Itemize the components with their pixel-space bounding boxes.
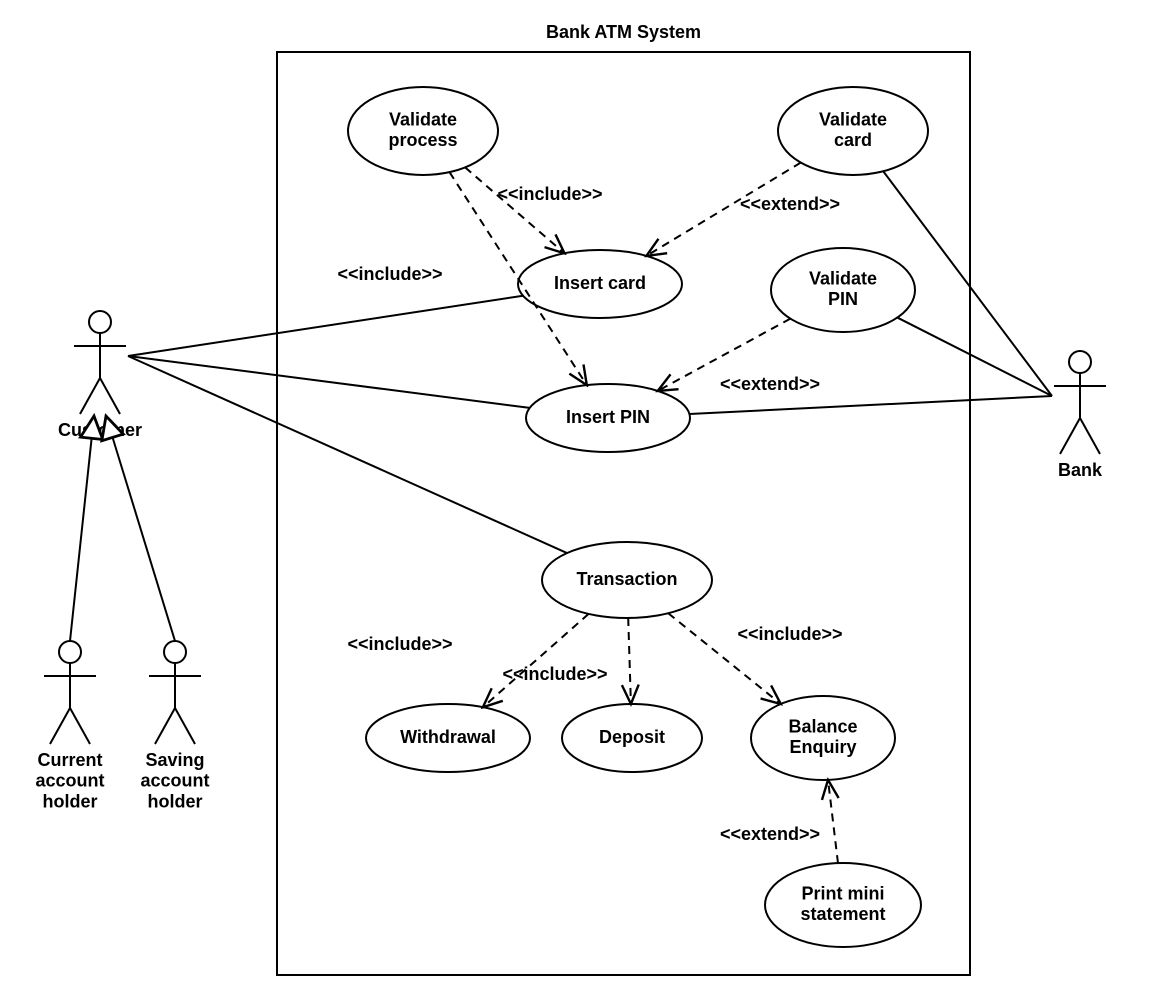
edge-label-vc-ic: <<extend>> [740, 194, 840, 214]
usecase-label-validate_process: Validateprocess [388, 109, 457, 150]
actor-label-bank: Bank [1058, 460, 1103, 480]
actor-label-saving: holder [147, 791, 202, 811]
edge-label-tr-w: <<include>> [347, 634, 452, 654]
edge-label-tr-b: <<include>> [737, 624, 842, 644]
edge-label-vpin-ip: <<extend>> [720, 374, 820, 394]
svg-text:statement: statement [800, 904, 885, 924]
svg-text:Validate: Validate [389, 109, 457, 129]
usecase-label-transaction: Transaction [576, 569, 677, 589]
svg-text:Transaction: Transaction [576, 569, 677, 589]
usecase-label-print_mini: Print ministatement [800, 883, 885, 924]
svg-text:Validate: Validate [819, 109, 887, 129]
svg-text:Print mini: Print mini [801, 883, 884, 903]
actor-label-customer: Customer [58, 420, 142, 440]
actor-label-current: Current [37, 750, 102, 770]
svg-text:Balance: Balance [788, 716, 857, 736]
edge-label-pm-b: <<extend>> [720, 824, 820, 844]
svg-text:Insert card: Insert card [554, 273, 646, 293]
svg-text:card: card [834, 130, 872, 150]
edge-label-vp-ic: <<include>> [497, 184, 602, 204]
actor-label-current: account [35, 771, 104, 791]
svg-text:Withdrawal: Withdrawal [400, 727, 496, 747]
system-title: Bank ATM System [546, 22, 701, 42]
usecase-label-withdrawal: Withdrawal [400, 727, 496, 747]
usecase-label-balance: BalanceEnquiry [788, 716, 857, 757]
svg-text:Validate: Validate [809, 268, 877, 288]
actor-label-saving: account [140, 771, 209, 791]
svg-text:Insert PIN: Insert PIN [566, 407, 650, 427]
actor-label-saving: Saving [145, 750, 204, 770]
edge-label-tr-d: <<include>> [502, 664, 607, 684]
svg-text:process: process [388, 130, 457, 150]
svg-text:PIN: PIN [828, 289, 858, 309]
edge-label-vp-ip: <<include>> [337, 264, 442, 284]
usecase-label-deposit: Deposit [599, 727, 665, 747]
svg-text:Enquiry: Enquiry [789, 737, 856, 757]
usecase-label-insert_pin: Insert PIN [566, 407, 650, 427]
usecase-label-insert_card: Insert card [554, 273, 646, 293]
svg-text:Deposit: Deposit [599, 727, 665, 747]
use-case-diagram: Bank ATM SystemValidateprocessValidateca… [0, 0, 1171, 999]
actor-label-current: holder [42, 791, 97, 811]
